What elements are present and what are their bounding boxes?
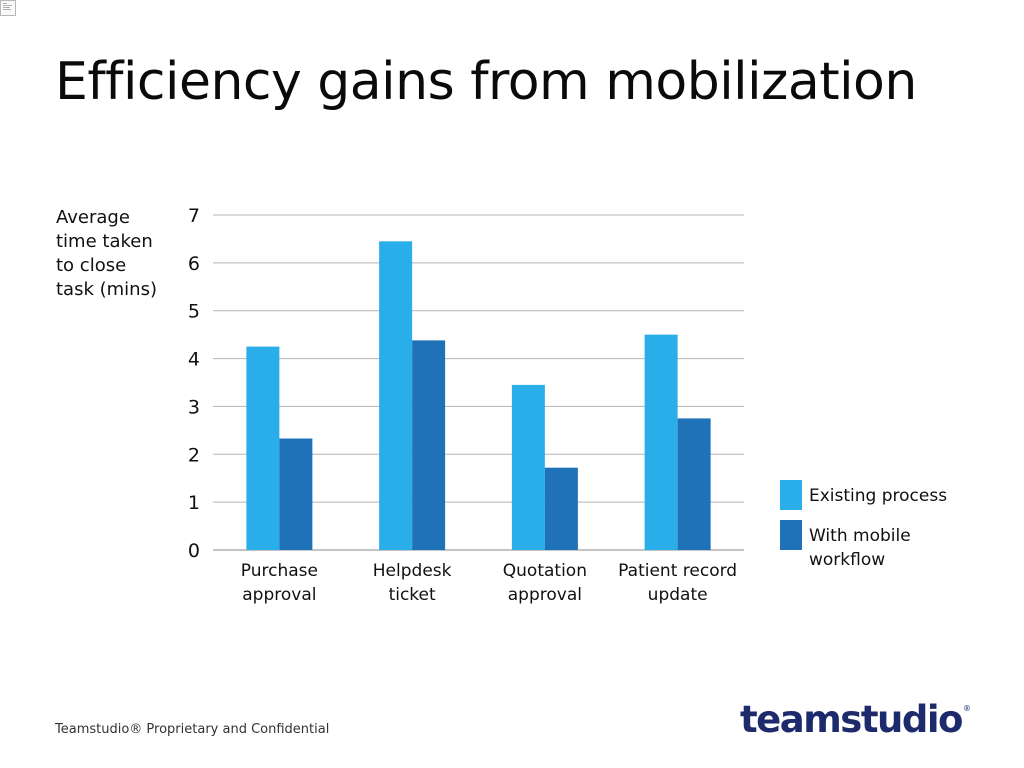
bars bbox=[246, 241, 711, 551]
x-tick-label: Helpdesk bbox=[373, 561, 452, 581]
legend: Existing process With mobile workflow bbox=[780, 480, 980, 570]
x-tick-label: update bbox=[648, 585, 708, 605]
x-tick-label: Quotation bbox=[503, 561, 587, 581]
bar-mobile-workflow bbox=[677, 418, 711, 550]
legend-label: Existing process bbox=[809, 486, 948, 506]
logo-text: teamstudio bbox=[740, 698, 963, 741]
bar-mobile-workflow bbox=[412, 340, 446, 550]
x-tick-label: approval bbox=[242, 585, 316, 605]
y-tick-labels: 0 1 2 3 4 5 6 7 bbox=[188, 205, 200, 562]
legend-item-mobile-workflow: With mobile workflow bbox=[780, 520, 980, 570]
bar-existing-process bbox=[511, 384, 545, 550]
slide-thumbnail-icon bbox=[0, 0, 16, 16]
bar-chart: 0 1 2 3 4 5 6 7 Purchase approval Helpdesk ticket Q… bbox=[188, 205, 744, 605]
y-tick-label: 1 bbox=[188, 492, 200, 514]
legend-label: With mobile workflow bbox=[809, 526, 911, 570]
y-tick-label: 5 bbox=[188, 301, 200, 323]
y-tick-label: 6 bbox=[188, 253, 200, 275]
y-tick-label: 4 bbox=[188, 349, 200, 371]
logo-registered-mark: ® bbox=[962, 704, 971, 713]
legend-swatch-existing-process bbox=[780, 480, 802, 510]
y-tick-label: 7 bbox=[188, 205, 200, 227]
y-tick-label: 0 bbox=[188, 540, 200, 562]
bar-existing-process bbox=[246, 346, 280, 550]
legend-item-existing-process: Existing process bbox=[780, 480, 980, 520]
x-tick-label: approval bbox=[508, 585, 582, 605]
x-tick-label: Purchase bbox=[241, 561, 318, 581]
slide-title: Efficiency gains from mobilization bbox=[55, 52, 917, 112]
y-tick-label: 2 bbox=[188, 444, 200, 466]
x-tick-label: ticket bbox=[389, 585, 436, 605]
x-tick-labels: Purchase approval Helpdesk ticket Quotation a… bbox=[241, 561, 737, 605]
y-axis-label: Average time taken to close task (mins) bbox=[56, 207, 157, 300]
bar-mobile-workflow bbox=[279, 438, 313, 550]
y-tick-label: 3 bbox=[188, 396, 200, 418]
legend-swatch-mobile-workflow bbox=[780, 520, 802, 550]
teamstudio-logo: teamstudio® bbox=[740, 698, 971, 741]
x-tick-label: Patient record bbox=[618, 561, 737, 581]
footer-confidentiality-note: Teamstudio® Proprietary and Confidential bbox=[55, 722, 330, 737]
bar-mobile-workflow bbox=[544, 467, 578, 550]
bar-existing-process bbox=[644, 334, 678, 550]
bar-existing-process bbox=[379, 241, 413, 551]
